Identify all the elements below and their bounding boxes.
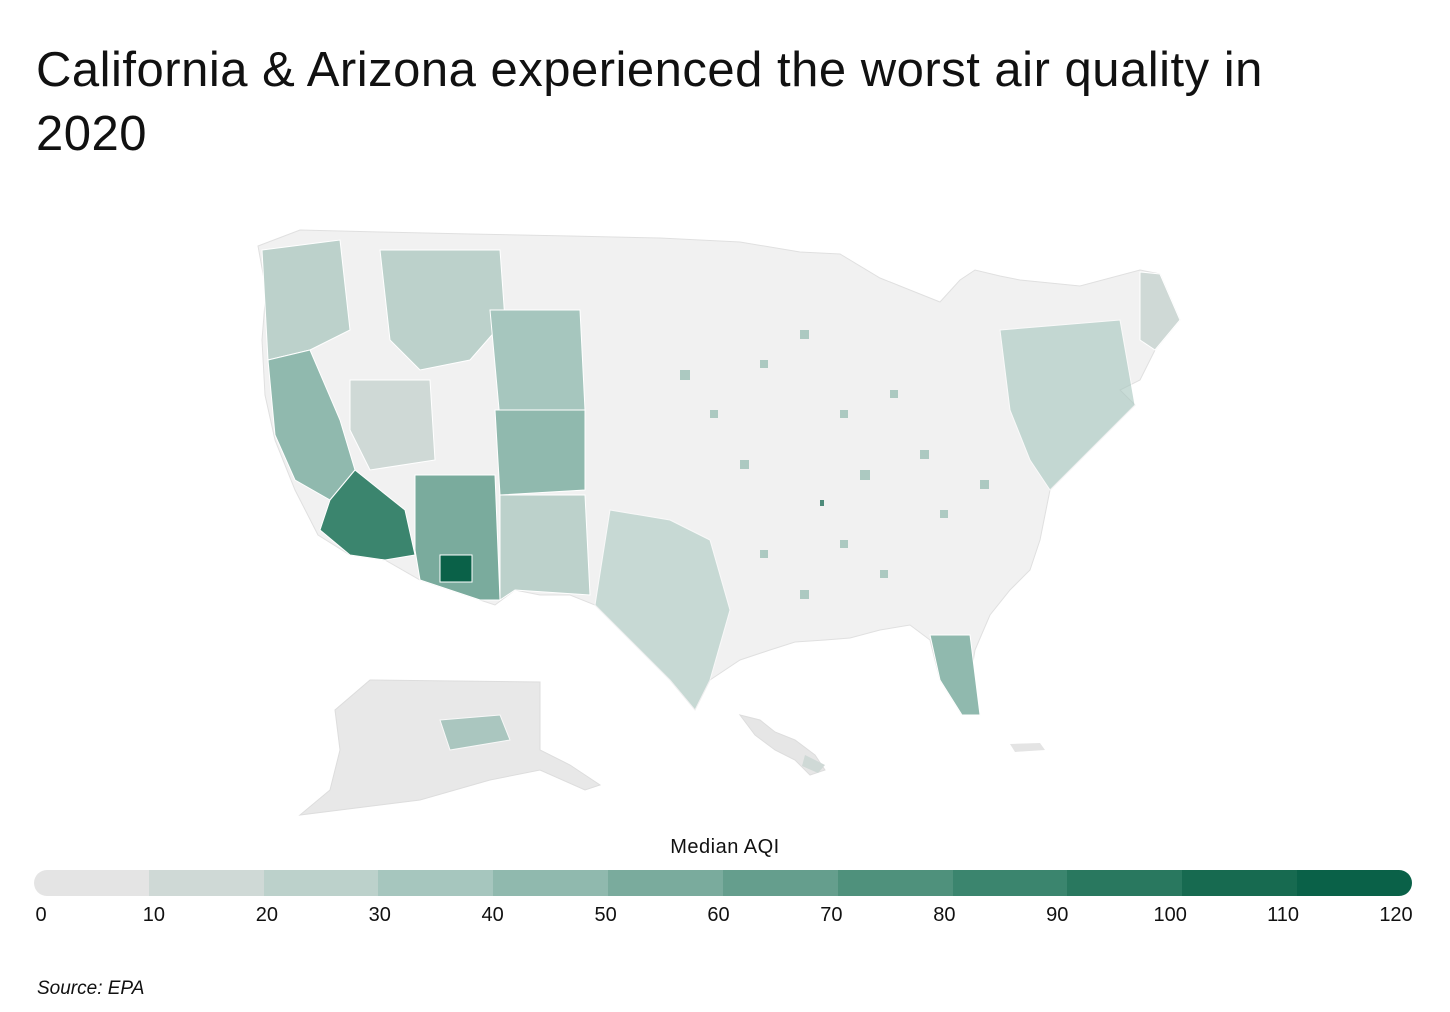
region-hawaii xyxy=(802,755,825,773)
legend-tick-label: 70 xyxy=(820,904,843,926)
region-florida xyxy=(929,634,981,716)
legend-segment xyxy=(1067,870,1183,896)
color-scale-bar xyxy=(34,870,1412,896)
legend-segment xyxy=(722,870,838,896)
legend-tick-label: 100 xyxy=(1153,904,1187,926)
legend-segment xyxy=(608,870,723,896)
legend-segment xyxy=(493,870,609,896)
region-southern-california xyxy=(319,469,416,561)
region-northeast xyxy=(999,319,1136,491)
legend-tick-label: 50 xyxy=(594,904,617,926)
region-pacific-northwest xyxy=(261,239,351,361)
county-speckles xyxy=(680,330,989,599)
legend-tick-label: 120 xyxy=(1379,904,1413,926)
region-maricopa xyxy=(439,554,473,583)
legend-segment xyxy=(34,870,149,896)
legend-segment xyxy=(378,870,494,896)
legend-tick-label: 80 xyxy=(933,904,956,926)
region-maine xyxy=(1139,271,1181,351)
legend-tick-label: 90 xyxy=(1046,904,1069,926)
legend-segment xyxy=(837,870,953,896)
legend-title: Median AQI xyxy=(670,836,780,858)
region-great-basin xyxy=(349,379,436,471)
puerto-rico-shape xyxy=(1010,743,1045,752)
choropleth-map xyxy=(240,210,1210,830)
legend-segment xyxy=(148,870,264,896)
legend-segment xyxy=(952,870,1068,896)
legend-segment xyxy=(1297,870,1412,896)
legend-segment xyxy=(263,870,379,896)
region-alaska xyxy=(439,714,511,751)
color-scale-ticks: 0 10 20 30 40 50 60 70 80 90 100 110 120 xyxy=(0,904,1450,934)
legend-tick-label: 10 xyxy=(142,904,166,926)
legend-tick-label: 40 xyxy=(481,904,504,926)
legend-segment xyxy=(1182,870,1298,896)
legend-tick-label: 110 xyxy=(1267,904,1300,926)
legend-tick-label: 0 xyxy=(35,904,47,926)
legend-tick-label: 20 xyxy=(255,904,278,926)
chart-title: California & Arizona experienced the wor… xyxy=(36,43,1263,161)
region-texas xyxy=(594,509,731,711)
legend-tick-label: 30 xyxy=(368,904,391,926)
region-new-mexico xyxy=(499,494,591,601)
legend-tick-label: 60 xyxy=(707,904,730,926)
region-colorado xyxy=(494,409,586,496)
source-note: Source: EPA xyxy=(37,978,145,999)
region-arizona xyxy=(414,474,501,601)
region-northern-rockies xyxy=(379,249,586,421)
